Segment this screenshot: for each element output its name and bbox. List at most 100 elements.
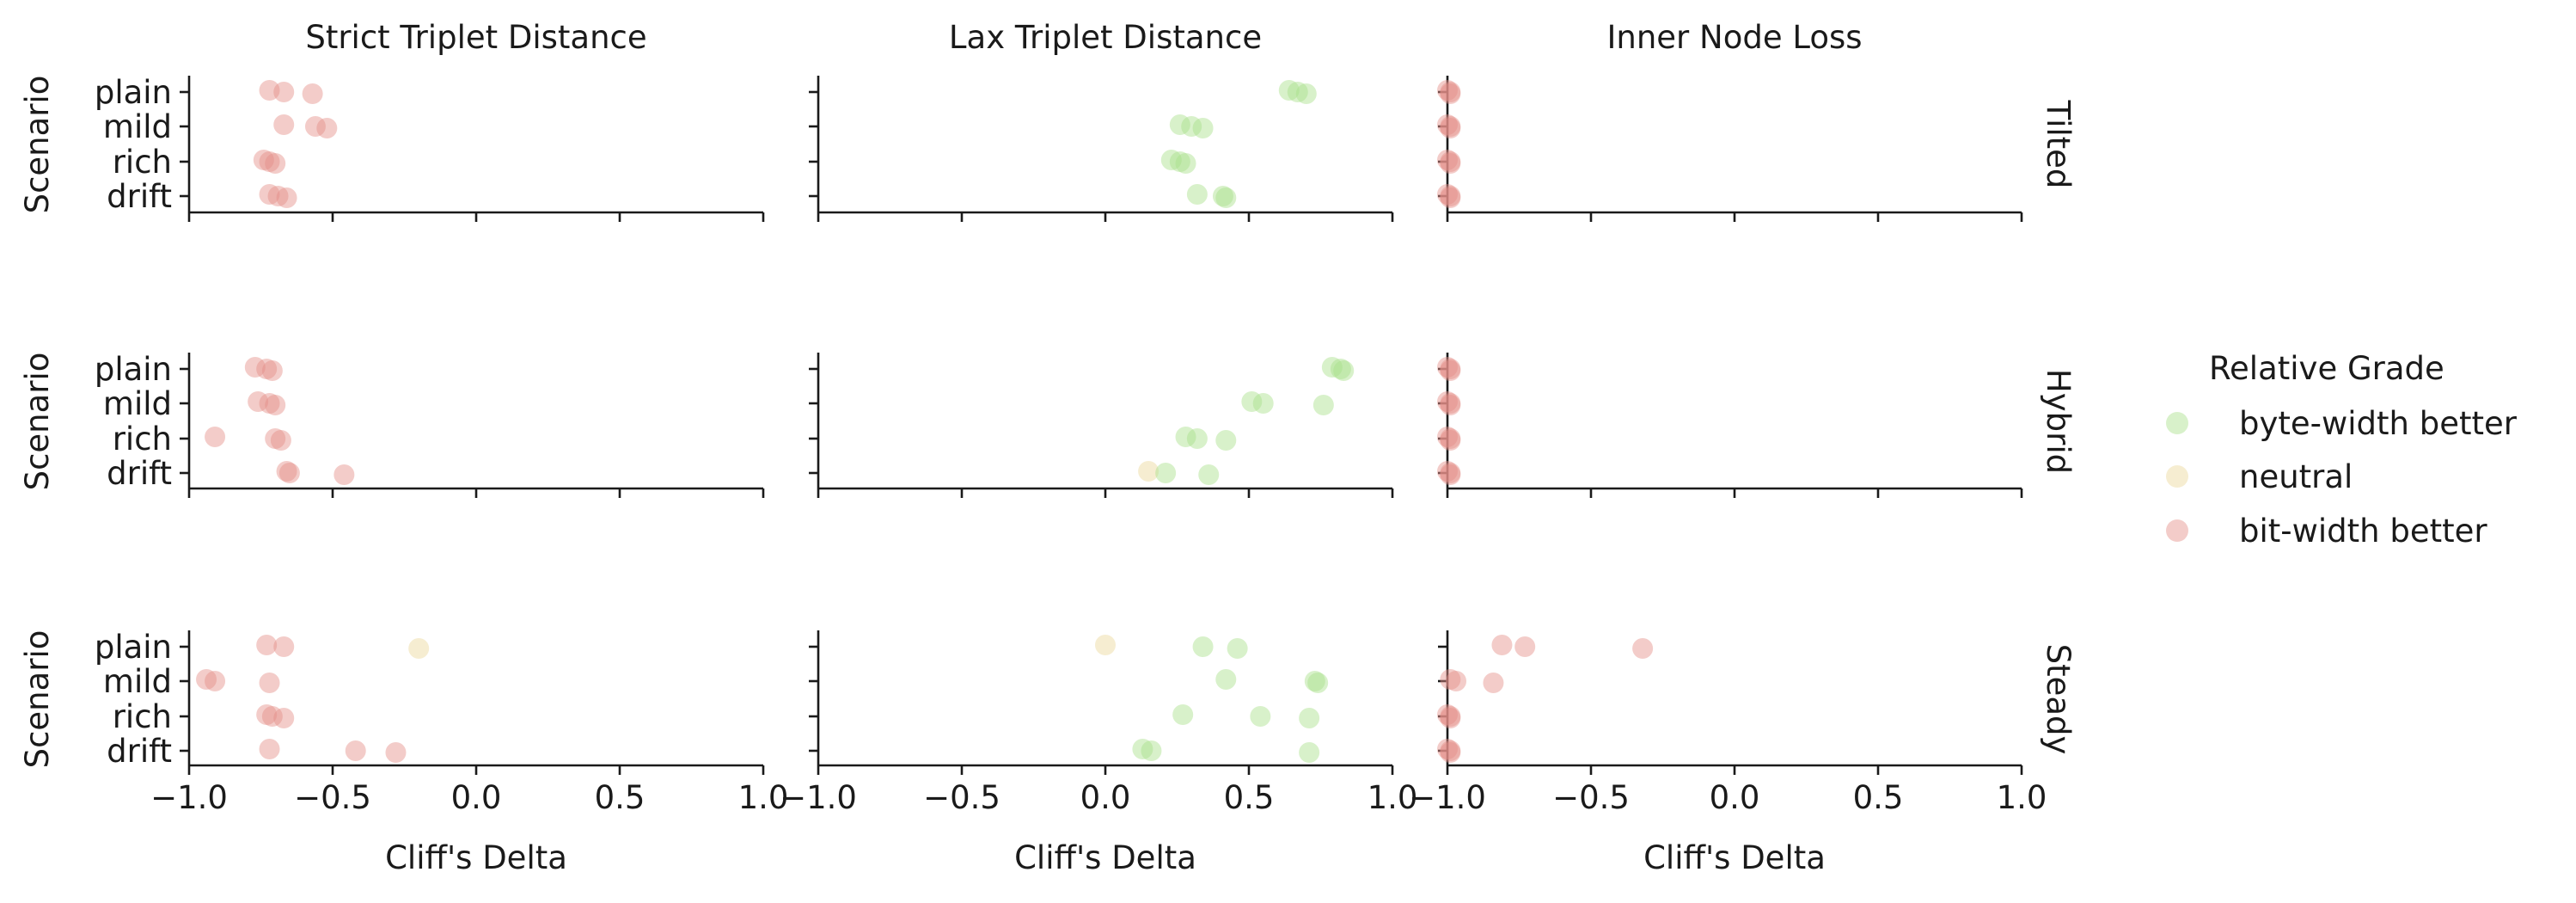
data-point-bit <box>205 671 226 691</box>
y-tick-label: mild <box>103 663 172 700</box>
x-tick-label: 0.5 <box>1853 779 1904 816</box>
data-point-bit <box>1440 187 1461 208</box>
x-tick-label: −0.5 <box>294 779 371 816</box>
data-point-bit <box>273 708 295 728</box>
data-point-byte <box>1304 671 1325 691</box>
data-point-bit <box>1437 704 1458 725</box>
data-point-bit <box>261 360 283 381</box>
data-point-bit <box>304 116 326 137</box>
legend-label: neutral <box>2239 458 2353 495</box>
data-point-bit <box>248 391 269 412</box>
data-point-bit <box>273 636 295 657</box>
data-point-bit <box>1440 430 1461 451</box>
data-point-byte <box>1227 638 1248 659</box>
data-point-bit <box>333 464 355 485</box>
data-point-bit <box>1440 116 1461 137</box>
data-point-bit <box>1437 150 1458 170</box>
x-tick-label: 1.0 <box>1368 779 1418 816</box>
data-point-bit <box>1514 636 1536 657</box>
y-tick-label: drift <box>107 455 172 492</box>
data-point-neutral <box>408 638 430 659</box>
y-tick-label: plain <box>95 351 172 388</box>
data-point-bit <box>1440 186 1461 206</box>
data-point-bit <box>1440 83 1461 104</box>
data-point-bit <box>1440 153 1461 174</box>
data-point-byte <box>1192 118 1214 138</box>
data-point-bit <box>1440 669 1461 690</box>
data-point-bit <box>256 704 278 725</box>
row-label: Steady <box>2040 644 2077 755</box>
legend-label: byte-width better <box>2239 405 2518 442</box>
data-point-byte <box>1299 708 1320 728</box>
data-point-bit <box>244 357 266 378</box>
legend-label: bit-width better <box>2239 513 2487 550</box>
legend-marker-bit <box>2166 519 2188 542</box>
data-point-bit <box>278 463 300 483</box>
data-point-bit <box>256 635 278 655</box>
data-point-bit <box>302 83 323 104</box>
data-point-byte <box>1241 391 1263 412</box>
x-tick-label: 0.5 <box>1224 779 1275 816</box>
data-point-byte <box>1252 393 1274 414</box>
data-point-byte <box>1215 187 1237 208</box>
x-tick-label: 1.0 <box>738 779 789 816</box>
data-point-byte <box>1212 186 1233 206</box>
data-point-bit <box>1437 114 1458 135</box>
column-title: Inner Node Loss <box>1606 19 1862 56</box>
x-tick-label: −0.5 <box>1552 779 1630 816</box>
data-point-bit <box>1437 461 1458 482</box>
data-point-bit <box>345 740 366 761</box>
x-tick-label: 0.0 <box>451 779 502 816</box>
x-tick-label: −0.5 <box>923 779 1000 816</box>
data-point-byte <box>1132 739 1153 759</box>
data-point-bit <box>265 395 286 415</box>
data-point-bit <box>1440 360 1461 381</box>
data-point-byte <box>1215 430 1237 451</box>
data-point-bit <box>1437 357 1458 378</box>
data-point-bit <box>1440 708 1461 728</box>
data-point-bit <box>1437 739 1458 759</box>
data-point-byte <box>1307 673 1329 693</box>
row-label: Hybrid <box>2040 369 2077 474</box>
data-point-bit <box>196 669 217 690</box>
x-axis-title: Cliff's Delta <box>385 839 567 876</box>
data-point-byte <box>1321 357 1343 378</box>
y-axis-title: Scenario <box>19 76 56 214</box>
data-point-byte <box>1287 82 1308 102</box>
data-point-bit <box>1440 118 1461 138</box>
data-point-bit <box>259 80 280 101</box>
data-point-byte <box>1175 427 1196 447</box>
data-point-byte <box>1186 184 1208 205</box>
data-point-bit <box>1440 151 1461 172</box>
y-tick-label: rich <box>113 698 172 735</box>
legend-marker-neutral <box>2166 465 2188 488</box>
data-point-bit <box>1440 740 1461 761</box>
y-tick-label: rich <box>113 421 172 458</box>
data-point-bit <box>259 151 280 172</box>
data-point-byte <box>1172 704 1194 725</box>
x-tick-label: 1.0 <box>1997 779 2047 816</box>
y-tick-label: mild <box>103 108 172 145</box>
data-point-bit <box>261 706 283 727</box>
data-point-bit <box>259 393 280 414</box>
data-point-byte <box>1192 636 1214 657</box>
column-title: Strict Triplet Distance <box>305 19 646 56</box>
data-point-bit <box>273 82 295 102</box>
data-point-bit <box>259 184 280 205</box>
x-tick-label: −1.0 <box>150 779 228 816</box>
data-point-bit <box>1440 359 1461 379</box>
data-point-byte <box>1169 151 1190 172</box>
legend-title: Relative Grade <box>2209 350 2444 387</box>
y-tick-label: drift <box>107 178 172 215</box>
x-axis-title: Cliff's Delta <box>1643 839 1826 876</box>
data-point-bit <box>259 739 280 759</box>
data-point-bit <box>276 461 297 482</box>
data-point-byte <box>1155 463 1177 483</box>
y-axis-title: Scenario <box>19 353 56 491</box>
data-point-byte <box>1175 153 1196 174</box>
data-point-bit <box>1632 638 1654 659</box>
y-tick-label: drift <box>107 733 172 770</box>
data-point-bit <box>385 742 407 763</box>
data-point-bit <box>1440 428 1461 449</box>
